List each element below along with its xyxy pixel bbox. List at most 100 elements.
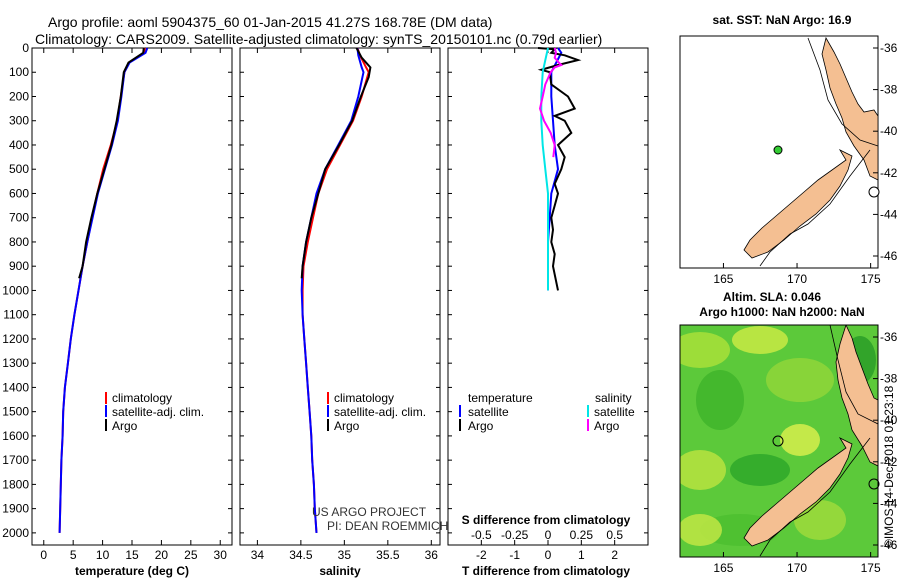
depth-tick-label: 100 — [9, 65, 29, 79]
lat-tick-label: -42 — [880, 166, 898, 180]
depth-tick-label: 1600 — [2, 429, 29, 443]
depth-tick-label: 1300 — [2, 356, 29, 370]
lat-tick-label: -38 — [880, 83, 898, 97]
depth-tick-label: 0 — [22, 41, 29, 55]
sla-anomaly-patch — [680, 332, 730, 368]
depth-tick-label: 1400 — [2, 380, 29, 394]
sla-anomaly-patch — [732, 326, 788, 354]
sla-anomaly-patch — [696, 370, 744, 430]
sla-map-title-2: Argo h1000: NaN h2000: NaN — [699, 305, 864, 319]
salinity-legend: climatology satellite-adj. clim. Argo — [327, 391, 426, 433]
lon-tick-label: 175 — [861, 561, 881, 575]
imos-credit: ©IMOS 14-Dec-2018 01:23:18 — [882, 385, 896, 548]
x-tick-label: 36 — [425, 548, 439, 562]
series-line-satellite-adj-clim- — [300, 47, 365, 533]
series-layer — [58, 47, 582, 533]
depth-tick-label: 200 — [9, 89, 29, 103]
x-tick-label: -1 — [509, 548, 520, 562]
argo-location-marker — [772, 435, 784, 447]
temperature-legend: climatology satellite-adj. clim. Argo — [105, 391, 204, 433]
legend-s-satellite: satellite — [594, 405, 635, 419]
lon-tick-label: 170 — [787, 561, 807, 575]
legend-s-argo: Argo — [594, 419, 620, 433]
legend-satellite: satellite-adj. clim. — [112, 405, 204, 419]
depth-tick-label: 300 — [9, 114, 29, 128]
x-tick-label: -2 — [476, 548, 487, 562]
sst-map: -36 -38 -40 -42 -44 -46 165 170 175 — [679, 35, 898, 286]
continental-shelf-contour — [759, 325, 878, 557]
legend-argo: Argo — [112, 419, 138, 433]
series-line-climatology — [58, 47, 146, 533]
sla-anomaly-field — [680, 326, 876, 546]
reference-circle-marker — [868, 478, 880, 490]
sla-anomaly-patch — [794, 500, 846, 540]
north-island-land — [821, 36, 879, 181]
north-island-land — [835, 325, 878, 467]
s-diff-tick-label: 0.25 — [570, 528, 594, 542]
sla-anomaly-patch — [730, 454, 790, 486]
lat-tick-label: -46 — [880, 249, 898, 263]
x-tick-label: 34.5 — [289, 548, 313, 562]
depth-tick-label: 400 — [9, 138, 29, 152]
x-tick-label: 1 — [578, 548, 585, 562]
x-tick-label: 20 — [155, 548, 169, 562]
temperature-xlabel: temperature (deg C) — [75, 564, 189, 578]
s-diff-tick-label: -0.25 — [501, 528, 529, 542]
continental-shelf-contour — [759, 37, 879, 267]
s-diff-xlabel: S difference from climatology — [462, 513, 631, 527]
south-island-land — [743, 149, 853, 259]
series-line-s-argo — [538, 47, 564, 158]
depth-axis: 0 100 200 300 400 500 600 700 800 900 1000 1100 1200… — [2, 41, 29, 540]
x-tick-label: 2 — [611, 548, 618, 562]
sla-map-title-1: Altim. SLA: 0.046 — [723, 290, 821, 304]
x-tick-label: 15 — [125, 548, 139, 562]
x-tick-label: 35 — [338, 548, 352, 562]
legend-header-temperature: temperature — [468, 391, 533, 405]
sst-map-axes: -36 -38 -40 -42 -44 -46 165 170 175 — [713, 41, 897, 286]
series-line-satellite-adj-clim- — [58, 47, 149, 533]
sla-anomaly-patch — [680, 450, 726, 490]
difference-legend: temperature salinity satellite Argo sate… — [459, 391, 635, 433]
legend-header-salinity: salinity — [595, 391, 632, 405]
panel-tick-marks: 0 5 10 15 20 25 30 34 34.5 35 35.5 36 -2 -1 0 1 2 -0.5 -0.… — [32, 47, 648, 562]
depth-tick-label: 900 — [9, 259, 29, 273]
lat-tick-label: -36 — [880, 41, 898, 55]
x-tick-label: 5 — [70, 548, 77, 562]
difference-panel — [447, 47, 649, 546]
credit-project: US ARGO PROJECT — [312, 505, 427, 519]
south-island-land — [743, 437, 853, 547]
legend-climatology: climatology — [334, 391, 394, 405]
salinity-panel — [239, 47, 441, 546]
sla-anomaly-patch — [766, 358, 834, 402]
x-tick-label: 10 — [96, 548, 110, 562]
sla-map-axes: -36 -38 -40 -42 -44 -46 165 170 175 — [713, 330, 897, 575]
title-line-2: Climatology: CARS2009. Satellite-adjuste… — [35, 31, 602, 47]
depth-tick-label: 1800 — [2, 477, 29, 491]
title-line-1: Argo profile: aoml 5904375_60 01-Jan-201… — [48, 14, 492, 30]
lat-tick-label: -44 — [880, 496, 898, 510]
salinity-xlabel: salinity — [319, 564, 361, 578]
lat-tick-label: -38 — [880, 372, 898, 386]
reference-circle-marker — [868, 186, 880, 198]
s-diff-tick-label: 0.5 — [606, 528, 623, 542]
x-tick-label: 0 — [545, 548, 552, 562]
sst-map-title: sat. SST: NaN Argo: 16.9 — [713, 13, 852, 27]
sla-map-frame — [679, 324, 879, 558]
legend-t-argo: Argo — [468, 419, 494, 433]
depth-tick-label: 700 — [9, 211, 29, 225]
lat-tick-label: -36 — [880, 330, 898, 344]
depth-tick-label: 800 — [9, 235, 29, 249]
sla-anomaly-patch — [780, 424, 820, 456]
legend-satellite: satellite-adj. clim. — [334, 405, 426, 419]
depth-tick-label: 600 — [9, 186, 29, 200]
x-tick-label: 30 — [214, 548, 228, 562]
x-tick-label: 35.5 — [376, 548, 400, 562]
s-diff-tick-label: 0 — [545, 528, 552, 542]
lon-tick-label: 165 — [713, 561, 733, 575]
depth-tick-label: 2000 — [2, 526, 29, 540]
sla-anomaly-patch — [680, 514, 722, 546]
x-tick-label: 25 — [184, 548, 198, 562]
x-tick-label: 0 — [40, 548, 47, 562]
lon-tick-label: 170 — [787, 272, 807, 286]
